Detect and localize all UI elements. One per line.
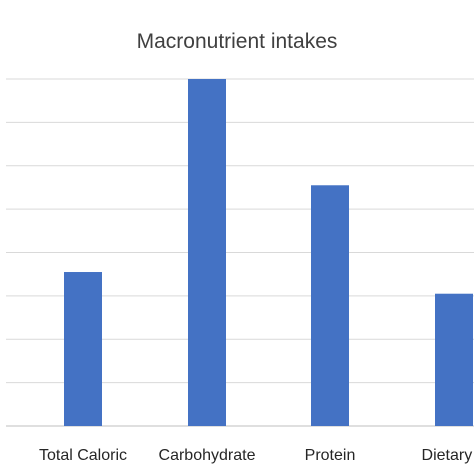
x-tick-labels: Total Caloric Carbohydrate Protein Dietary … bbox=[39, 447, 474, 464]
x-tick-label: Protein bbox=[305, 447, 356, 464]
x-tick-label: Total Caloric bbox=[39, 447, 127, 464]
x-tick-label: Dietary F bbox=[422, 447, 474, 464]
bar-total-caloric bbox=[64, 272, 102, 426]
bar-dietary-f bbox=[435, 293, 473, 426]
bars bbox=[64, 79, 473, 426]
bar-protein bbox=[311, 185, 349, 426]
chart-title: Macronutrient intakes bbox=[137, 30, 338, 53]
x-tick-label: Carbohydrate bbox=[159, 447, 256, 464]
bar-carbohydrate bbox=[188, 79, 226, 426]
